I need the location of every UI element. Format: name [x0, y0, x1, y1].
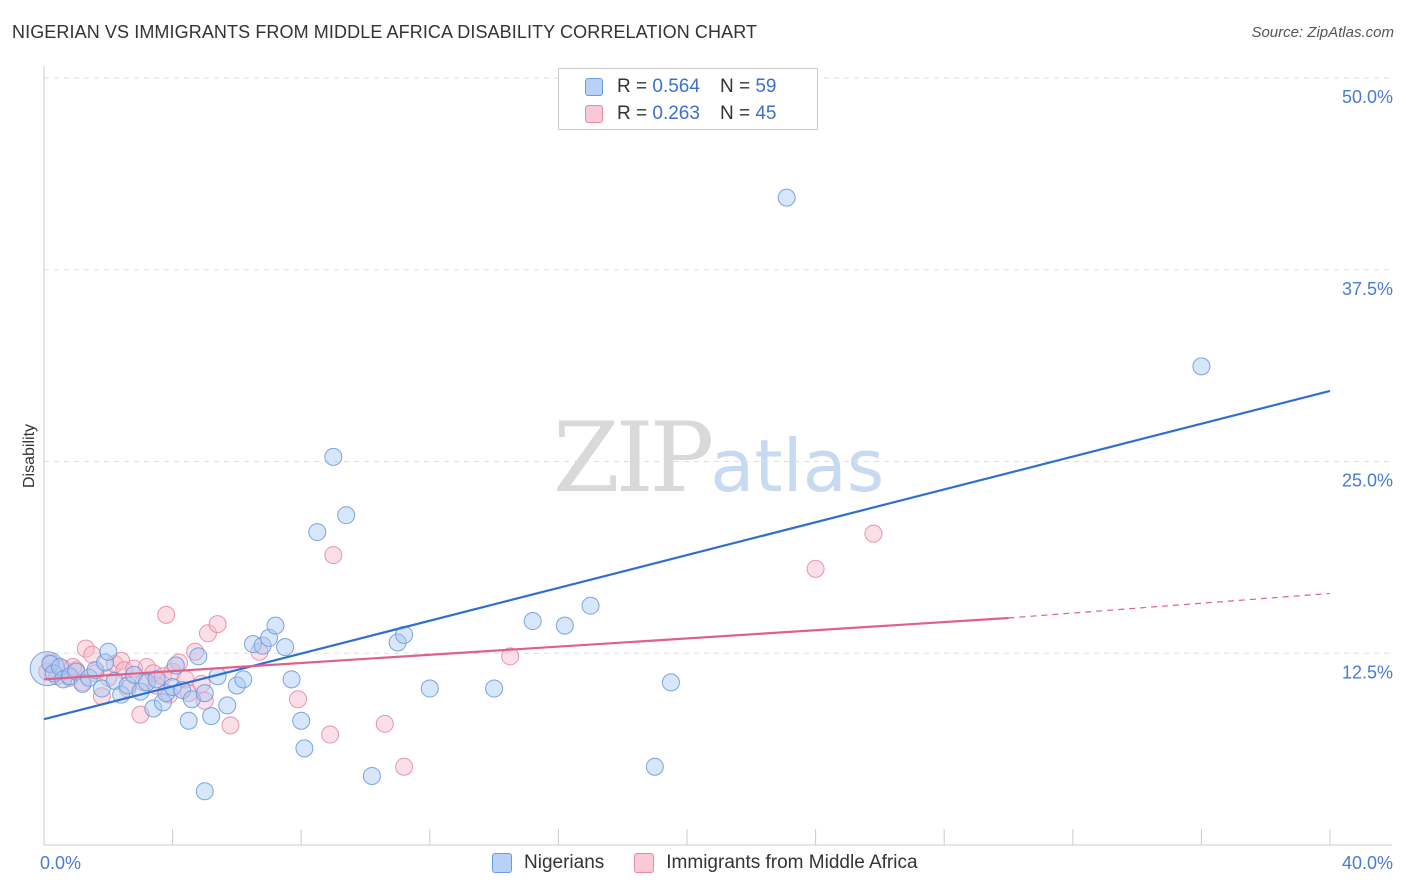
- trend-lines: [43, 389, 1331, 721]
- legend-n-value: 59: [755, 76, 777, 97]
- immigrants-point: [395, 757, 414, 776]
- legend: R = 0.564 N = 59 R = 0.263 N = 45: [558, 68, 818, 130]
- legend-r-label: R =: [617, 76, 648, 97]
- immigrants-point: [208, 615, 227, 634]
- nigerians-trend-line: [43, 389, 1331, 721]
- nigerians-point: [96, 653, 115, 672]
- x-tick-label: 40.0%: [1342, 853, 1393, 873]
- nigerians-point: [189, 647, 208, 666]
- nigerians-point: [388, 633, 407, 652]
- legend-row-nigerians: R = 0.564 N = 59: [585, 74, 776, 100]
- nigerians-point: [137, 673, 156, 692]
- nigerians-point: [218, 696, 237, 715]
- x-tick-label: 0.0%: [40, 853, 81, 873]
- nigerians-point: [99, 642, 118, 661]
- bottom-legend-swatch-blue: [492, 853, 512, 873]
- bottom-legend: Nigerians Immigrants from Middle Africa: [492, 852, 948, 874]
- nigerians-point: [266, 616, 285, 635]
- immigrants-point: [195, 691, 214, 710]
- nigerians-point: [581, 596, 600, 615]
- nigerians-point: [147, 670, 166, 689]
- nigerians-point: [420, 679, 439, 698]
- nigerians-point: [86, 661, 105, 680]
- y-tick-label: 12.5%: [1342, 662, 1393, 682]
- immigrants-point: [198, 624, 217, 643]
- nigerians-point: [308, 523, 327, 542]
- nigerians-point: [324, 447, 343, 466]
- source-label: Source: ZipAtlas.com: [1251, 24, 1394, 41]
- legend-n-label: N =: [719, 103, 751, 124]
- tick-labels: 12.5% 25.0% 37.5% 50.0% 0.0% 40.0%: [40, 87, 1393, 873]
- immigrants-point: [375, 714, 394, 733]
- immigrants-point: [501, 647, 520, 666]
- nigerians-point: [555, 616, 574, 635]
- y-tick-label: 37.5%: [1342, 279, 1393, 299]
- legend-n-value: 45: [755, 103, 777, 124]
- nigerians-point: [179, 711, 198, 730]
- nigerians-point: [195, 782, 214, 801]
- nigerians-point: [202, 707, 221, 726]
- legend-r-label: R =: [617, 103, 648, 124]
- bottom-legend-nigerians: Nigerians: [492, 852, 604, 874]
- nigerians-point: [253, 636, 272, 655]
- grid: [44, 77, 1392, 654]
- nigerians-point: [777, 188, 796, 207]
- immigrants-point: [221, 716, 240, 735]
- nigerians-point: [243, 635, 262, 654]
- bottom-legend-label: Nigerians: [524, 852, 605, 873]
- immigrants-trend-extension: [1008, 592, 1331, 619]
- legend-swatch-pink: [585, 105, 603, 123]
- nigerians-point: [144, 699, 163, 718]
- axes: [43, 66, 1392, 846]
- series-immigrants-points: [38, 524, 883, 776]
- immigrants-point: [288, 690, 307, 709]
- nigerians-point: [282, 670, 301, 689]
- legend-r-value: 0.263: [652, 103, 700, 124]
- immigrants-point: [806, 559, 825, 578]
- legend-n-label: N =: [719, 76, 751, 97]
- immigrants-point: [157, 605, 176, 624]
- immigrants-trend-line: [43, 616, 1009, 681]
- bottom-legend-swatch-pink: [634, 853, 655, 873]
- series-nigerians-points: [29, 188, 1211, 801]
- nigerians-point: [295, 739, 314, 758]
- nigerians-point: [645, 757, 664, 776]
- legend-row-immigrants: R = 0.263 N = 45: [585, 101, 776, 127]
- nigerians-point: [523, 612, 542, 631]
- immigrants-point: [324, 546, 343, 565]
- immigrants-point: [321, 725, 340, 744]
- nigerians-point: [195, 684, 214, 703]
- y-axis-label: Disability: [21, 424, 38, 488]
- nigerians-point: [661, 673, 680, 692]
- nigerians-point: [276, 638, 295, 657]
- nigerians-point: [292, 711, 311, 730]
- immigrants-point: [864, 524, 883, 543]
- bottom-legend-label: Immigrants from Middle Africa: [666, 852, 918, 873]
- nigerians-point: [485, 679, 504, 698]
- nigerians-point: [362, 766, 381, 785]
- legend-r-value: 0.564: [652, 76, 700, 97]
- y-tick-label: 25.0%: [1342, 471, 1393, 491]
- nigerians-point: [1192, 357, 1211, 376]
- nigerians-point: [337, 506, 356, 525]
- y-tick-label: 50.0%: [1342, 87, 1393, 107]
- chart-title: NIGERIAN VS IMMIGRANTS FROM MIDDLE AFRIC…: [12, 22, 758, 42]
- nigerians-point: [234, 670, 253, 689]
- legend-swatch-blue: [585, 78, 603, 96]
- bottom-legend-immigrants: Immigrants from Middle Africa: [634, 852, 918, 874]
